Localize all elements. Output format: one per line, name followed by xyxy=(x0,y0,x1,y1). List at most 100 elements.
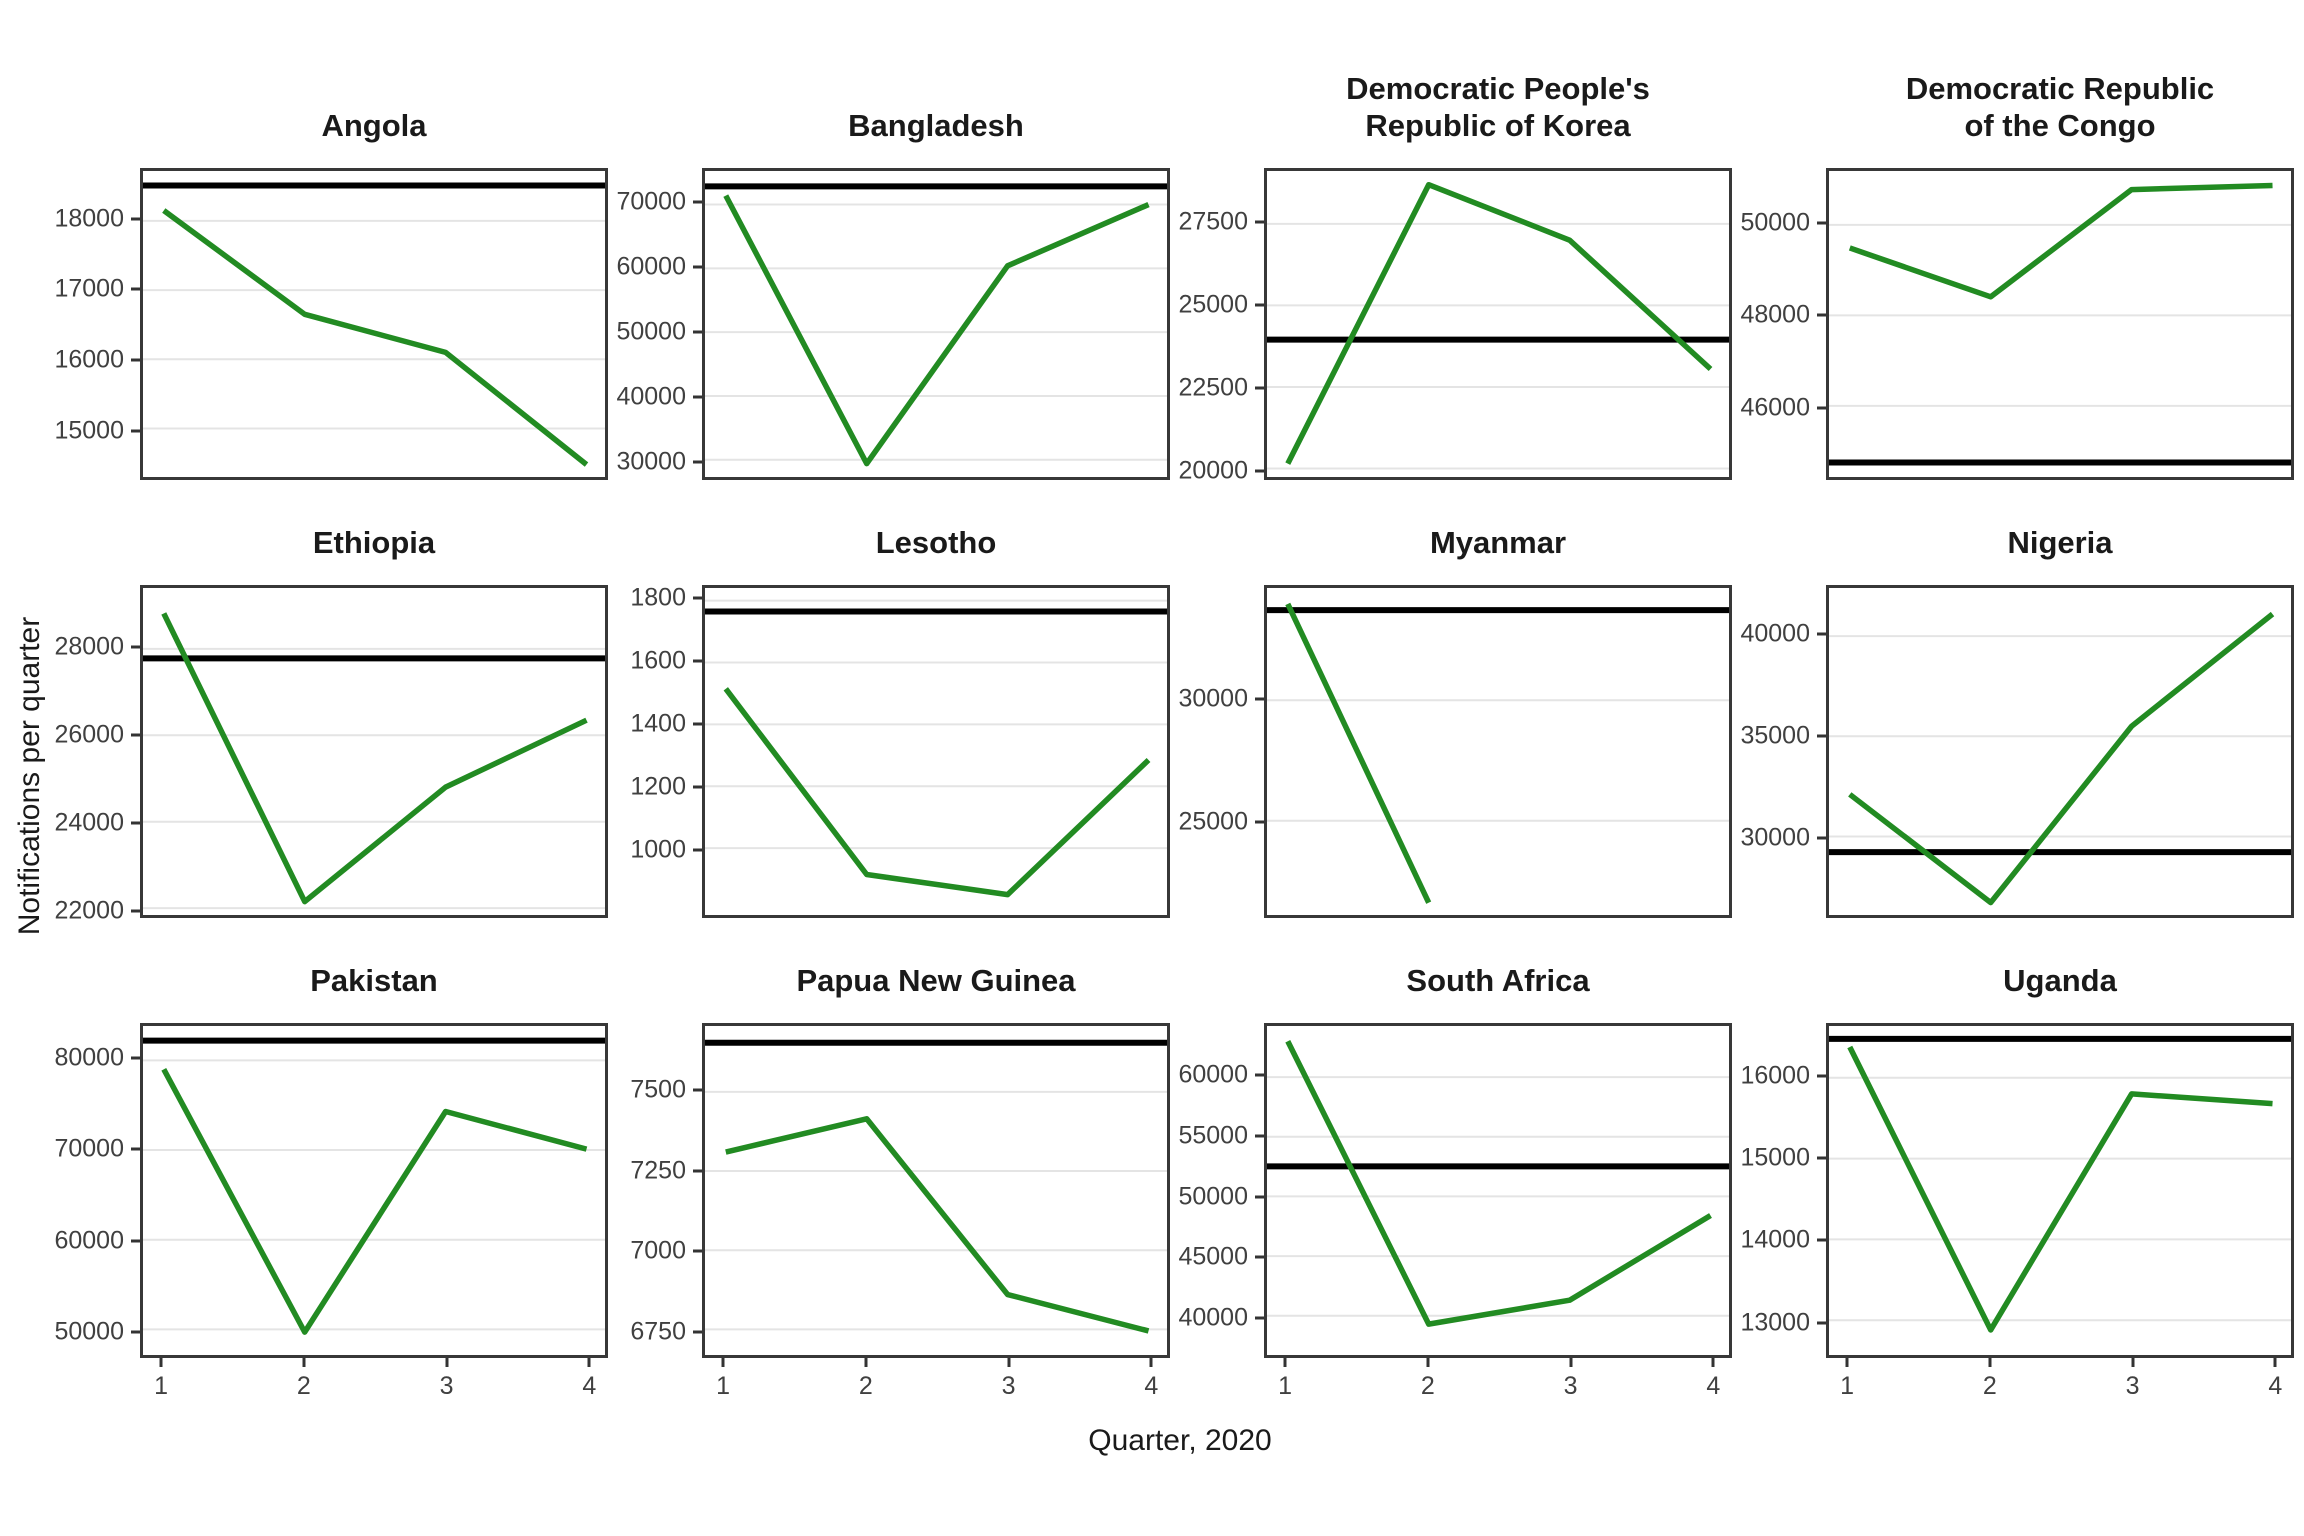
plot-area xyxy=(143,171,605,477)
x-axis-title: Quarter, 2020 xyxy=(1088,1424,1272,1457)
y-tick-label: 22500 xyxy=(1178,373,1248,402)
x-tick-label: 4 xyxy=(1144,1372,1159,1400)
panel-title-line: Pakistan xyxy=(310,963,438,998)
panel-pakistan xyxy=(140,1023,608,1358)
y-tick-mark xyxy=(1817,221,1826,225)
y-axis-uganda: 13000 14000 15000 16000 xyxy=(1740,1023,1826,1358)
panel-democratic-republic-of-the-congo xyxy=(1826,168,2294,480)
y-tick-label: 6750 xyxy=(630,1317,686,1346)
plot-row: 1000 1200 1400 1600 1800 xyxy=(618,583,1180,918)
y-tick-mark xyxy=(693,722,702,726)
y-tick-label: 15000 xyxy=(54,416,124,445)
facet-cell-papua-new-guinea: Papua New Guinea 6750 7000 7250 7500 1 2 3 4 xyxy=(618,918,1180,1408)
plot-area xyxy=(1267,1026,1729,1355)
facet-row-3: Pakistan 50000 60000 70000 80000 1 2 3 4 Papua Ne… xyxy=(54,918,2304,1408)
plot-area xyxy=(705,1026,1167,1355)
y-tick-mark xyxy=(1255,697,1264,701)
y-tick-label: 70000 xyxy=(54,1134,124,1163)
y-tick-label: 7000 xyxy=(630,1236,686,1265)
plot-row: 6750 7000 7250 7500 xyxy=(618,1023,1180,1358)
y-axis-democratic-republic-of-the-congo: 46000 48000 50000 xyxy=(1740,168,1826,480)
y-axis-lesotho: 1000 1200 1400 1600 1800 xyxy=(618,583,702,918)
x-axis-pakistan: 1 2 3 4 xyxy=(140,1358,608,1408)
y-tick-mark xyxy=(693,1249,702,1253)
x-tick-label: 4 xyxy=(582,1372,597,1400)
plot-area xyxy=(1829,1026,2291,1355)
y-tick-mark xyxy=(131,1147,140,1151)
panel-title-line: Angola xyxy=(321,108,427,143)
y-tick-label: 1800 xyxy=(630,583,686,612)
x-tick-mark xyxy=(445,1358,449,1367)
y-tick-label: 1400 xyxy=(630,709,686,738)
plot-row: 25000 30000 xyxy=(1178,585,1742,918)
y-tick-mark xyxy=(131,1239,140,1243)
facet-cell-angola: Angola 15000 16000 17000 18000 xyxy=(54,56,618,480)
y-tick-label: 26000 xyxy=(54,720,124,749)
y-tick-label: 25000 xyxy=(1178,807,1248,836)
y-tick-label: 50000 xyxy=(1178,1182,1248,1211)
notifications-line xyxy=(1288,185,1711,464)
plot-row: 30000 40000 50000 60000 70000 xyxy=(616,168,1180,480)
panel-ethiopia xyxy=(140,585,608,918)
panel-title-myanmar: Myanmar xyxy=(1264,480,1732,585)
notifications-line xyxy=(726,1119,1149,1331)
plot-area xyxy=(705,171,1167,477)
plot-area xyxy=(143,1026,605,1355)
panel-title-south-africa: South Africa xyxy=(1264,918,1732,1023)
y-axis-south-africa: 40000 45000 50000 55000 60000 xyxy=(1178,1023,1264,1358)
y-tick-label: 28000 xyxy=(54,632,124,661)
plot-row: 22000 24000 26000 28000 xyxy=(54,585,618,924)
x-tick-mark xyxy=(721,1358,725,1367)
y-tick-mark xyxy=(1817,734,1826,738)
x-tick-label: 3 xyxy=(2125,1372,2140,1400)
y-tick-label: 7250 xyxy=(630,1156,686,1185)
x-tick-mark xyxy=(1569,1358,1573,1367)
y-tick-label: 30000 xyxy=(1740,823,1810,852)
plot-row: 15000 16000 17000 18000 xyxy=(54,168,618,480)
plot-row: 13000 14000 15000 16000 xyxy=(1740,1023,2304,1358)
x-tick-mark xyxy=(1283,1358,1287,1367)
y-tick-mark xyxy=(693,1330,702,1334)
y-tick-mark xyxy=(693,1169,702,1173)
notifications-line xyxy=(726,689,1149,895)
x-tick-label: 3 xyxy=(439,1372,454,1400)
y-tick-mark xyxy=(693,659,702,663)
y-tick-label: 24000 xyxy=(54,808,124,837)
x-tick-label: 1 xyxy=(1278,1372,1292,1400)
y-tick-label: 60000 xyxy=(1178,1060,1248,1089)
x-axis-uganda: 1 2 3 4 xyxy=(1826,1358,2294,1408)
x-tick-label: 1 xyxy=(154,1372,168,1400)
y-tick-mark xyxy=(693,848,702,852)
plot-area xyxy=(143,588,605,915)
x-tick-label: 2 xyxy=(1420,1372,1435,1400)
y-tick-label: 25000 xyxy=(1178,290,1248,319)
x-tick-mark xyxy=(1845,1358,1849,1367)
panel-south-africa xyxy=(1264,1023,1732,1358)
panel-title-democratic-people-s-republic-of-korea: Democratic People's Republic of Korea xyxy=(1264,56,1732,168)
y-axis-bangladesh: 30000 40000 50000 60000 70000 xyxy=(616,168,702,480)
facet-cell-lesotho: Lesotho 1000 1200 1400 1600 1800 xyxy=(618,480,1180,918)
y-tick-label: 1600 xyxy=(630,646,686,675)
y-tick-mark xyxy=(693,596,702,600)
panel-title-lesotho: Lesotho xyxy=(702,480,1170,585)
x-tick-mark xyxy=(159,1358,163,1367)
y-tick-label: 45000 xyxy=(1178,1242,1248,1271)
panel-bangladesh xyxy=(702,168,1170,480)
y-tick-mark xyxy=(1817,1074,1826,1078)
y-tick-label: 16000 xyxy=(54,345,124,374)
plot-area xyxy=(705,588,1167,915)
y-tick-label: 35000 xyxy=(1740,721,1810,750)
panel-angola xyxy=(140,168,608,480)
y-tick-mark xyxy=(1817,1321,1826,1325)
notifications-line xyxy=(1850,185,2273,296)
y-tick-mark xyxy=(131,645,140,649)
y-tick-mark xyxy=(1255,1073,1264,1077)
x-tick-mark xyxy=(864,1358,868,1367)
y-tick-mark xyxy=(131,358,140,362)
y-tick-mark xyxy=(131,1056,140,1060)
y-axis-ethiopia: 22000 24000 26000 28000 xyxy=(54,585,140,924)
panel-title-pakistan: Pakistan xyxy=(140,918,608,1023)
panel-title-line: Uganda xyxy=(2003,963,2117,998)
y-tick-mark xyxy=(131,217,140,221)
y-tick-mark xyxy=(131,733,140,737)
